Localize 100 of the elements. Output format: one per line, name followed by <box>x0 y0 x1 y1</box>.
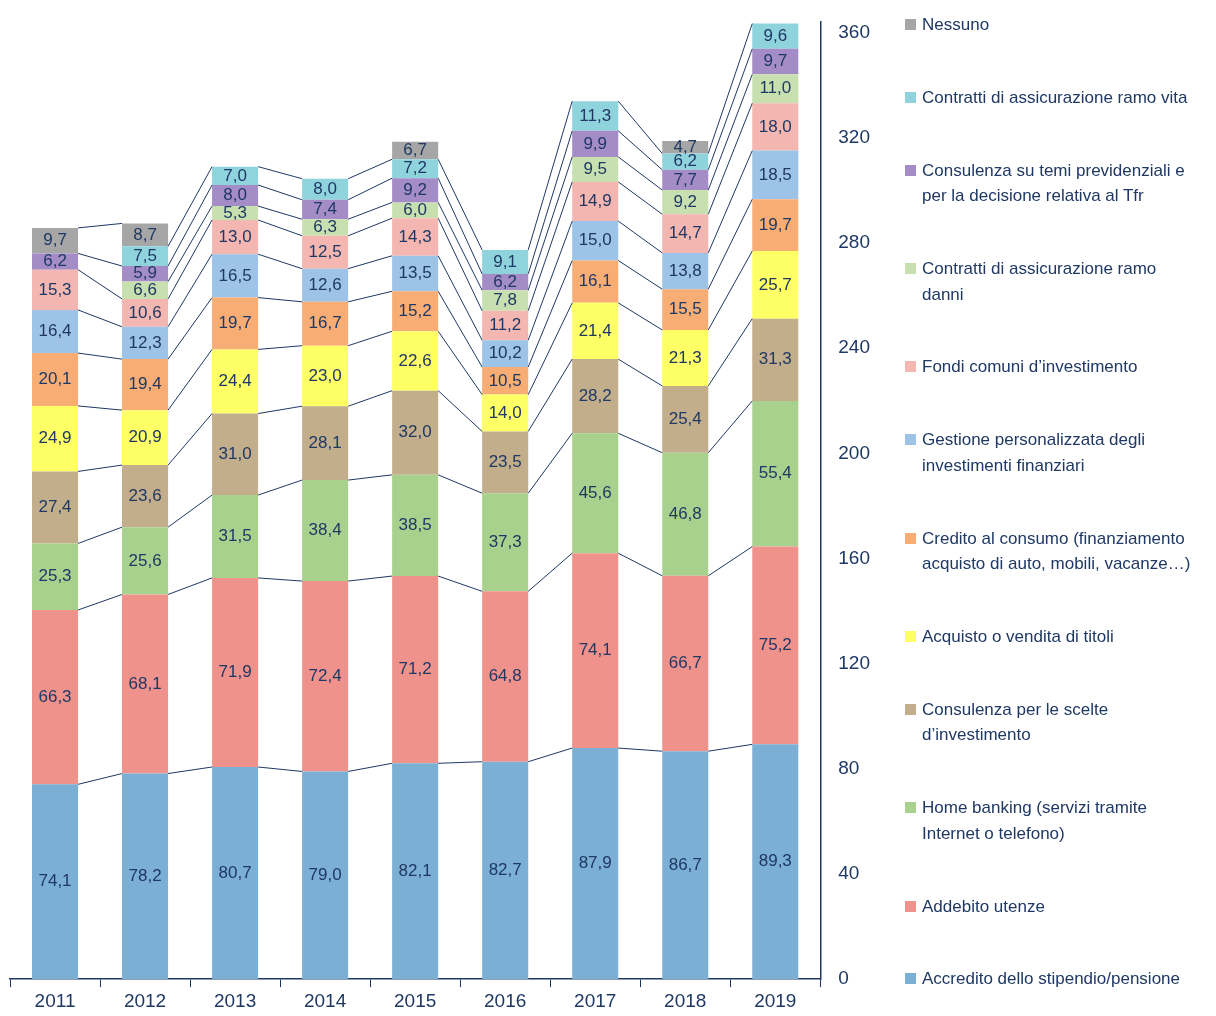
bar <box>662 452 709 576</box>
legend-label: Contratti di assicurazione ramo vita <box>922 86 1188 109</box>
x-tick-label: 2019 <box>754 989 797 1011</box>
bar <box>482 761 529 980</box>
data-label: 13,5 <box>398 263 432 283</box>
bar <box>212 577 259 767</box>
data-label: 6,2 <box>493 271 517 291</box>
data-label: 24,4 <box>218 371 252 391</box>
data-label: 9,2 <box>403 179 427 199</box>
legend-label: Addebito utenze <box>922 895 1045 918</box>
data-label: 37,3 <box>488 531 522 551</box>
data-label: 21,4 <box>578 320 612 340</box>
legend-label: Fondi comuni d’investimento <box>922 356 1138 379</box>
data-label: 19,7 <box>758 214 792 234</box>
bar <box>122 410 169 466</box>
data-label: 15,0 <box>578 230 612 250</box>
data-label: 75,2 <box>758 635 792 655</box>
bar <box>212 766 259 980</box>
data-label: 68,1 <box>128 673 162 693</box>
bar <box>392 390 439 475</box>
y-tick-label: 120 <box>838 651 870 673</box>
data-label: 7,8 <box>493 290 517 310</box>
data-label: 9,2 <box>673 191 698 211</box>
data-label: 25,4 <box>668 409 702 429</box>
bar <box>572 553 619 749</box>
legend-label: Home banking (servizi tramite Internet o telefono) <box>922 797 1148 845</box>
data-label: 46,8 <box>668 503 702 523</box>
x-tick-label: 2018 <box>664 989 707 1011</box>
bar <box>392 331 439 391</box>
bar <box>302 771 349 980</box>
bar <box>392 474 439 577</box>
data-label: 28,1 <box>308 432 342 452</box>
x-tick-label: 2013 <box>213 989 257 1011</box>
legend-label: Accredito dello stipendio/pensione <box>922 968 1181 991</box>
data-label: 6,2 <box>43 251 67 271</box>
data-label: 23,5 <box>488 452 522 472</box>
data-label: 78,2 <box>128 866 162 886</box>
bar <box>31 784 79 980</box>
data-label: 11,0 <box>759 78 792 98</box>
data-label: 7,0 <box>223 165 247 185</box>
data-label: 14,3 <box>398 226 432 246</box>
data-label: 82,1 <box>398 860 432 880</box>
data-label: 7,2 <box>403 158 427 178</box>
data-label: 25,6 <box>128 550 162 570</box>
bar <box>31 609 79 785</box>
data-label: 28,2 <box>578 385 612 405</box>
bar <box>122 594 169 774</box>
bar <box>572 302 619 360</box>
data-label: 16,4 <box>38 321 72 341</box>
bar <box>302 345 349 407</box>
data-label: 66,3 <box>38 686 72 706</box>
bar <box>572 260 619 303</box>
bar <box>572 433 619 554</box>
data-label: 27,4 <box>38 497 72 517</box>
legend-label: Consulenza su temi previdenziali e per la decisione relativa al Tfr <box>922 159 1186 208</box>
bar <box>31 353 79 406</box>
bar <box>122 359 169 411</box>
data-label: 23,0 <box>308 365 342 385</box>
data-label: 89,3 <box>758 851 792 871</box>
data-label: 25,7 <box>758 274 792 294</box>
x-tick-label: 2012 <box>123 989 167 1011</box>
y-tick-label: 40 <box>838 862 860 884</box>
data-label: 11,2 <box>489 315 522 335</box>
bar <box>662 575 709 752</box>
data-label: 31,0 <box>218 444 252 464</box>
data-label: 5,3 <box>223 202 247 222</box>
bar <box>752 199 799 252</box>
bar <box>662 329 709 386</box>
data-label: 31,3 <box>758 349 792 369</box>
bar <box>662 385 709 453</box>
bar <box>482 591 529 762</box>
data-label: 20,9 <box>128 427 162 447</box>
data-label: 45,6 <box>578 482 612 502</box>
data-label: 21,3 <box>668 347 702 367</box>
bar <box>122 527 169 595</box>
y-tick-label: 200 <box>838 441 870 463</box>
data-label: 9,1 <box>493 251 517 271</box>
data-label: 7,4 <box>313 199 337 219</box>
data-label: 72,4 <box>308 665 342 685</box>
bar <box>752 400 799 547</box>
y-tick-label: 320 <box>838 125 870 147</box>
data-label: 71,9 <box>218 662 252 682</box>
bar <box>572 748 619 980</box>
data-label: 7,7 <box>673 169 698 189</box>
x-tick-label: 2016 <box>484 989 527 1011</box>
bar <box>662 214 709 253</box>
bar <box>392 763 439 980</box>
bar <box>392 218 439 256</box>
data-label: 9,7 <box>43 230 67 250</box>
bar <box>212 349 259 414</box>
bar <box>662 289 709 330</box>
x-tick-label: 2011 <box>34 989 76 1011</box>
data-label: 82,7 <box>488 860 522 880</box>
data-label: 7,5 <box>133 245 157 265</box>
data-label: 9,5 <box>583 159 608 179</box>
data-label: 13,8 <box>668 260 702 280</box>
bar <box>752 744 799 980</box>
bar <box>392 291 439 332</box>
data-label: 66,7 <box>668 653 702 673</box>
data-label: 22,6 <box>398 350 432 370</box>
